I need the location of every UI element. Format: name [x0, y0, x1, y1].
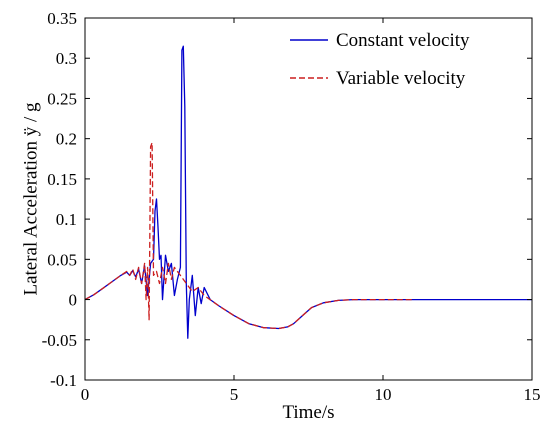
series-layer [84, 45, 532, 339]
y-tick-label: 0.05 [47, 250, 77, 269]
y-axis-title: Lateral Acceleration ÿ / g [21, 102, 42, 296]
legend: Constant velocity Variable velocity [290, 30, 470, 89]
y-tick-label: 0.2 [56, 130, 77, 149]
x-tick-label: 15 [524, 385, 541, 404]
plot-frame [84, 17, 533, 381]
y-tick-label: -0.05 [42, 331, 77, 350]
y-tick-label: 0.35 [47, 9, 77, 28]
y-tick-label: 0.15 [47, 170, 77, 189]
y-tick-label: -0.1 [50, 371, 77, 390]
x-tick-label: 0 [81, 385, 90, 404]
x-axis-title: Time/s [282, 402, 334, 423]
x-tick-label: 5 [230, 385, 239, 404]
y-tick-label: 0.1 [56, 210, 77, 229]
y-tick-label: 0 [69, 291, 78, 310]
legend-label-variable-velocity: Variable velocity [336, 68, 466, 89]
y-tick-label: 0.3 [56, 49, 77, 68]
x-tick-label: 10 [375, 385, 392, 404]
y-tick-label: 0.25 [47, 89, 77, 108]
legend-label-constant-velocity: Constant velocity [336, 30, 470, 51]
ticks-layer: 0 5 10 15 -0.1 -0.05 0 0.05 0.1 0.15 0.2 0.25 0.3 0.3… [42, 9, 541, 404]
series-line-variable-velocity [84, 142, 413, 330]
